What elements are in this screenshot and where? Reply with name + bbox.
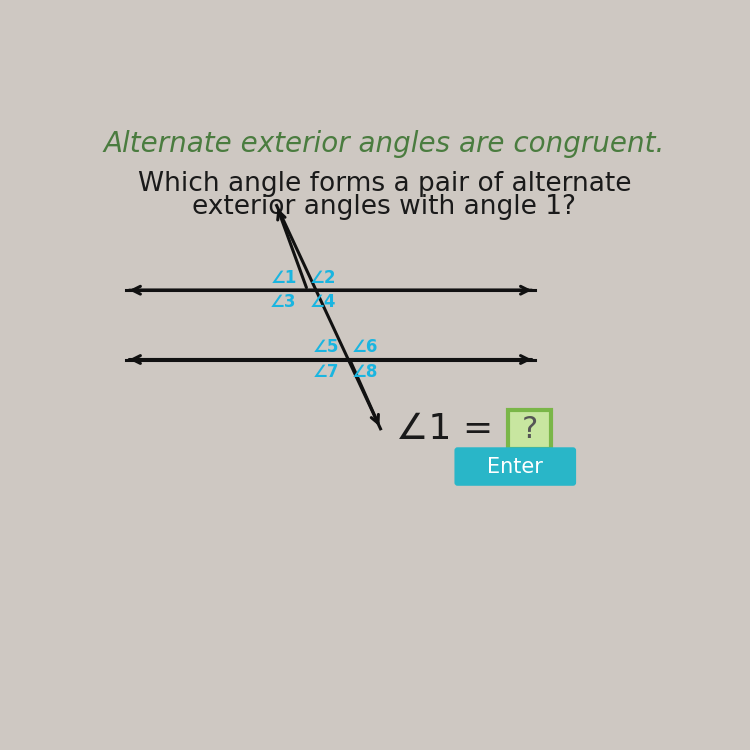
Text: ∠2: ∠2	[310, 269, 336, 287]
Text: Alternate exterior angles are congruent.: Alternate exterior angles are congruent.	[104, 130, 665, 158]
Text: ∠6: ∠6	[352, 338, 379, 356]
FancyBboxPatch shape	[509, 410, 551, 448]
Text: ∠1 = ∠: ∠1 = ∠	[396, 412, 537, 446]
Text: ∠5: ∠5	[313, 338, 339, 356]
Text: Enter: Enter	[488, 457, 543, 476]
Text: Which angle forms a pair of alternate: Which angle forms a pair of alternate	[138, 171, 632, 197]
Text: ∠1: ∠1	[270, 269, 296, 287]
Text: ∠4: ∠4	[310, 293, 336, 311]
Text: ∠8: ∠8	[352, 362, 379, 380]
FancyBboxPatch shape	[454, 447, 576, 486]
Text: ∠3: ∠3	[270, 293, 296, 311]
Text: exterior angles with angle 1?: exterior angles with angle 1?	[192, 194, 576, 220]
Text: ?: ?	[522, 415, 538, 444]
Text: ∠7: ∠7	[313, 362, 339, 380]
